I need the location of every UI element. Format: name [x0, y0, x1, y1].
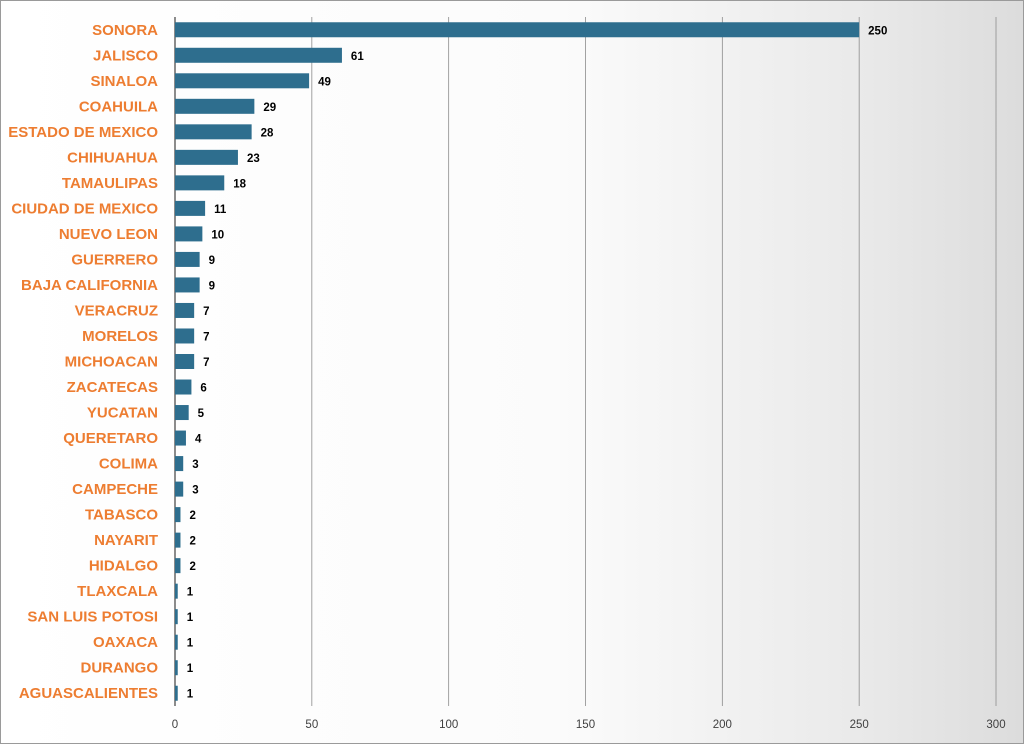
value-label: 9 — [209, 280, 215, 292]
category-label: NAYARIT — [94, 532, 158, 549]
x-tick-label: 150 — [576, 719, 595, 731]
category-label: BAJA CALIFORNIA — [21, 277, 158, 294]
category-label: NUEVO LEON — [59, 226, 158, 243]
category-label: OAXACA — [93, 634, 158, 651]
category-label: HIDALGO — [89, 558, 158, 575]
bar — [175, 660, 178, 676]
category-label: AGUASCALIENTES — [19, 685, 158, 702]
value-label: 18 — [233, 178, 246, 190]
value-label: 1 — [187, 612, 194, 624]
bar — [175, 532, 181, 548]
value-label: 10 — [211, 229, 224, 241]
bar — [175, 609, 178, 625]
bar — [175, 98, 255, 114]
bar — [175, 507, 181, 523]
bar — [175, 251, 200, 267]
category-label: TLAXCALA — [77, 583, 158, 600]
value-label: 7 — [203, 357, 209, 369]
x-tick-label: 250 — [850, 719, 869, 731]
value-label: 3 — [192, 485, 198, 497]
bar — [175, 354, 195, 369]
category-label: QUERETARO — [63, 430, 158, 447]
category-label: MORELOS — [82, 328, 158, 345]
value-label: 1 — [187, 663, 194, 675]
bar — [175, 685, 178, 701]
value-label: 9 — [209, 255, 215, 267]
category-label: MICHOACAN — [65, 354, 158, 371]
value-label: 11 — [214, 204, 227, 216]
bar — [175, 200, 206, 216]
x-tick-label: 0 — [172, 719, 178, 731]
value-label: 4 — [195, 434, 202, 446]
bar — [175, 583, 178, 599]
bar — [175, 558, 181, 574]
bar — [175, 124, 252, 140]
category-label: ESTADO DE MEXICO — [8, 124, 158, 141]
category-label: TAMAULIPAS — [62, 175, 158, 192]
category-label: CHIHUAHUA — [67, 149, 158, 166]
value-label: 49 — [318, 76, 331, 88]
x-tick-label: 50 — [305, 719, 318, 731]
category-label: TABASCO — [85, 507, 158, 524]
bar — [175, 456, 184, 472]
value-label: 23 — [247, 153, 260, 165]
category-labels: SONORA JALISCO SINALOA COAHUILA ESTADO DE ME… — [8, 22, 158, 702]
category-label: YUCATAN — [87, 405, 158, 422]
bar — [175, 302, 195, 318]
x-tick-label: 300 — [986, 719, 1005, 731]
value-label: 7 — [203, 306, 209, 318]
category-label: CIUDAD DE MEXICO — [11, 200, 158, 217]
category-label: COLIMA — [99, 456, 158, 473]
bar — [175, 328, 195, 344]
value-label: 5 — [198, 408, 205, 420]
category-label: SINALOA — [91, 73, 159, 90]
value-label: 2 — [189, 536, 195, 548]
bar — [175, 277, 200, 293]
bar — [175, 226, 203, 242]
value-label: 3 — [192, 459, 198, 471]
category-label: ZACATECAS — [67, 379, 158, 396]
bar — [175, 47, 342, 63]
value-label: 2 — [189, 510, 195, 522]
value-label: 28 — [261, 127, 274, 139]
value-label: 7 — [203, 331, 209, 343]
category-label: CAMPECHE — [72, 481, 158, 498]
category-label: DURANGO — [81, 660, 159, 677]
bar — [175, 22, 860, 38]
value-label: 1 — [187, 587, 194, 599]
bar — [175, 405, 189, 421]
value-label: 6 — [200, 383, 206, 395]
bar — [175, 379, 192, 395]
value-label: 250 — [868, 25, 887, 37]
bar — [175, 149, 238, 165]
value-label: 2 — [189, 561, 195, 573]
category-label: JALISCO — [93, 47, 158, 64]
category-label: SONORA — [92, 22, 158, 39]
category-label: VERACRUZ — [75, 302, 158, 319]
bar — [175, 430, 186, 446]
bar — [175, 481, 184, 497]
gridlines — [174, 17, 997, 706]
value-label: 29 — [263, 102, 276, 114]
bar — [175, 73, 310, 89]
bar — [175, 175, 225, 191]
category-label: SAN LUIS POTOSI — [27, 609, 158, 626]
value-label: 61 — [351, 51, 364, 63]
bars — [175, 22, 860, 701]
x-tick-label: 100 — [439, 719, 458, 731]
value-label: 1 — [187, 689, 194, 701]
value-label: 1 — [187, 638, 194, 650]
category-label: GUERRERO — [71, 251, 158, 268]
bar — [175, 634, 178, 650]
category-label: COAHUILA — [79, 98, 158, 115]
x-tick-label: 200 — [713, 719, 732, 731]
x-axis-ticks: 0 50 100 150 200 250 300 — [172, 719, 1006, 731]
